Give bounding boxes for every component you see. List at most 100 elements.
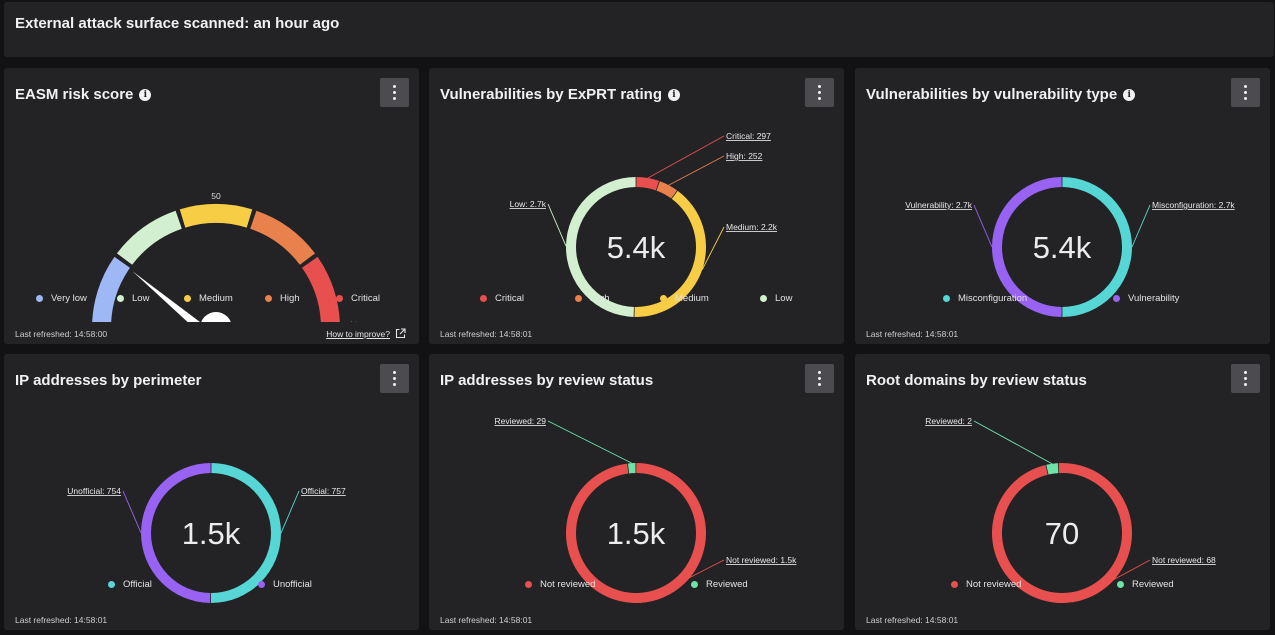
card-menu-button[interactable] [380, 78, 409, 107]
donut-data-label-not-reviewed[interactable]: Not reviewed: 68 [1152, 555, 1216, 565]
donut-data-label-vulnerability[interactable]: Vulnerability: 2.7k [905, 200, 973, 210]
legend-label: Medium [199, 293, 233, 304]
legend-item-vulnerability[interactable]: Vulnerability [1113, 293, 1179, 304]
legend-item-not-reviewed[interactable]: Not reviewed [525, 579, 595, 590]
donut-leader-line [547, 420, 632, 464]
donut-slice-unofficial[interactable] [140, 463, 211, 603]
legend-item-unofficial[interactable]: Unofficial [258, 579, 312, 590]
vuln-type-donut-chart: Misconfiguration: 2.7k Vulnerability: 2.7… [905, 177, 1235, 317]
legend-item-medium[interactable]: Medium [660, 293, 709, 304]
legend-label: Misconfiguration [958, 293, 1028, 304]
donut-slice-high[interactable] [656, 181, 678, 199]
donut-data-label-low[interactable]: Low: 2.7k [510, 199, 547, 209]
donut-slice-reviewed[interactable] [1046, 463, 1059, 475]
donut-leader-line [640, 559, 725, 604]
card-menu-button[interactable] [805, 78, 834, 107]
legend-item-medium[interactable]: Medium [184, 293, 233, 304]
legend-dot-icon [525, 581, 532, 588]
legend-label: Critical [351, 293, 381, 304]
gauge-tick-label-mid: 50 [211, 191, 221, 201]
legend-dot-icon [951, 581, 958, 588]
root-domain-review-donut-chart: Not reviewed: 68 Reviewed: 2 70 [925, 416, 1216, 603]
donut-leader-line [668, 155, 725, 186]
kebab-dot-icon [1244, 377, 1247, 380]
chart-legend: Critical High Medium Low [429, 293, 844, 307]
exprt-donut-chart: Critical: 297 High: 252 Medium: 2.2k Low: 2… [510, 131, 778, 317]
card-menu-button[interactable] [805, 364, 834, 393]
info-icon[interactable]: i [668, 88, 680, 101]
kebab-dot-icon [1244, 97, 1247, 100]
kebab-dot-icon [393, 371, 396, 374]
legend-item-high[interactable]: High [265, 293, 300, 304]
card-menu-button[interactable] [1231, 78, 1260, 107]
card-ip-by-perimeter: IP addresses by perimeter Official: 757 U… [4, 354, 419, 630]
info-icon[interactable]: i [139, 88, 152, 101]
legend-label: Reviewed [1132, 579, 1174, 590]
card-title-text: Vulnerabilities by ExPRT rating [440, 86, 662, 103]
donut-data-label-high[interactable]: High: 252 [726, 151, 763, 161]
legend-item-high[interactable]: High [575, 293, 610, 304]
kebab-dot-icon [1244, 371, 1247, 374]
gauge-needle [132, 271, 200, 322]
legend-item-very-low[interactable]: Very low [36, 293, 87, 304]
card-ip-by-review-status: IP addresses by review status Not review… [429, 354, 844, 630]
donut-data-label-reviewed[interactable]: Reviewed: 29 [494, 416, 546, 426]
how-to-improve-label: How to improve? [326, 328, 390, 339]
legend-label: Unofficial [273, 579, 312, 590]
last-refreshed: Last refreshed: 14:58:01 [866, 615, 959, 625]
chart-legend: Misconfiguration Vulnerability [855, 293, 1270, 307]
legend-dot-icon [108, 581, 115, 588]
legend-item-official[interactable]: Official [108, 579, 152, 590]
card-menu-button[interactable] [380, 364, 409, 393]
donut-data-label-medium[interactable]: Medium: 2.2k [726, 222, 778, 232]
legend-item-not-reviewed[interactable]: Not reviewed [951, 579, 1021, 590]
legend-item-critical[interactable]: Critical [480, 293, 524, 304]
donut-slice-reviewed[interactable] [627, 463, 636, 474]
kebab-dot-icon [1244, 91, 1247, 94]
card-title-text: IP addresses by review status [440, 372, 654, 389]
kebab-dot-icon [818, 85, 821, 88]
donut-data-label-reviewed[interactable]: Reviewed: 2 [925, 416, 972, 426]
donut-slice-official[interactable] [210, 463, 282, 603]
card-title-text: EASM risk score [15, 86, 134, 103]
donut-data-label-misconfiguration[interactable]: Misconfiguration: 2.7k [1152, 200, 1235, 210]
legend-item-low[interactable]: Low [760, 293, 792, 304]
external-link-icon [395, 328, 406, 339]
donut-center-total: 1.5k [182, 516, 241, 551]
legend-item-critical[interactable]: Critical [336, 293, 380, 304]
legend-label: Reviewed [706, 579, 748, 590]
risk-score-gauge: 05010019 [92, 191, 359, 322]
donut-slice-critical[interactable] [636, 177, 660, 191]
how-to-improve-link[interactable]: How to improve? [326, 328, 406, 339]
legend-item-reviewed[interactable]: Reviewed [691, 579, 748, 590]
donut-leader-line [280, 490, 300, 534]
legend-dot-icon [575, 295, 582, 302]
card-title: IP addresses by review status [440, 372, 653, 389]
donut-data-label-critical[interactable]: Critical: 297 [726, 131, 771, 141]
legend-label: Very low [51, 293, 87, 304]
legend-label: Medium [675, 293, 709, 304]
info-icon[interactable]: i [1123, 88, 1136, 101]
donut-data-label-not-reviewed[interactable]: Not reviewed: 1.5k [726, 555, 797, 565]
donut-data-label-official[interactable]: Official: 757 [301, 486, 346, 496]
kebab-dot-icon [818, 97, 821, 100]
last-refreshed: Last refreshed: 14:58:01 [15, 615, 108, 625]
legend-dot-icon [36, 295, 43, 302]
card-title: Vulnerabilities by ExPRT rating i [440, 86, 680, 103]
legend-label: High [280, 293, 300, 304]
donut-slice-vulnerability[interactable] [992, 177, 1062, 317]
donut-slice-medium[interactable] [634, 190, 706, 317]
chart-legend: Not reviewed Reviewed [429, 579, 844, 593]
legend-item-low[interactable]: Low [117, 293, 149, 304]
kebab-dot-icon [393, 91, 396, 94]
donut-data-label-unofficial[interactable]: Unofficial: 754 [67, 486, 121, 496]
scan-status-header: External attack surface scanned: an hour… [4, 2, 1274, 57]
legend-item-misconfiguration[interactable]: Misconfiguration [943, 293, 1027, 304]
donut-slice-misconfiguration[interactable] [1062, 177, 1132, 317]
card-menu-button[interactable] [1231, 364, 1260, 393]
legend-item-reviewed[interactable]: Reviewed [1117, 579, 1174, 590]
scan-status-title: External attack surface scanned: an hour… [15, 15, 340, 32]
gauge-tick-label-max: 100 [349, 321, 359, 322]
donut-slice-low[interactable] [565, 177, 636, 317]
card-root-domains-by-review-status: Root domains by review status Not review… [855, 354, 1270, 630]
